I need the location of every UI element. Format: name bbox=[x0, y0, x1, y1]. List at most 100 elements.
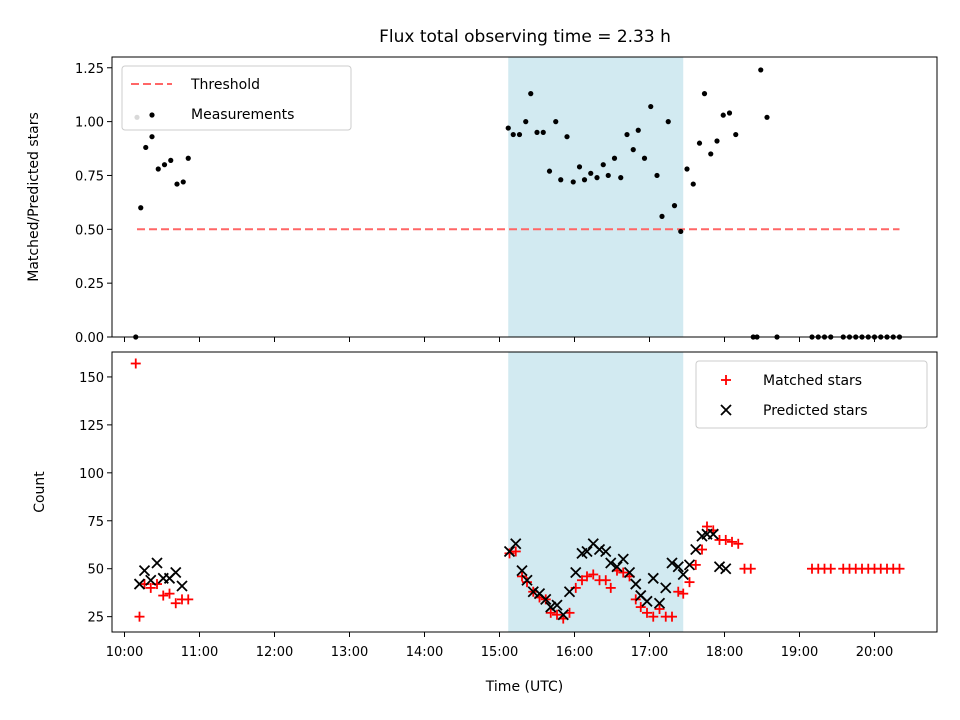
bottom-xtick-label: 11:00 bbox=[181, 645, 218, 660]
measurement-point bbox=[180, 179, 186, 185]
predicted-star-point bbox=[660, 582, 672, 594]
measurement-point bbox=[558, 177, 564, 183]
matched-star-point bbox=[678, 588, 689, 599]
top-legend: Threshold Measurements bbox=[121, 65, 352, 131]
bottom-xtick-label: 15:00 bbox=[481, 645, 518, 660]
matched-star-point bbox=[684, 577, 695, 588]
cross-b bbox=[683, 559, 696, 571]
cross-b bbox=[551, 599, 563, 611]
measurement-point bbox=[690, 181, 696, 187]
predicted-star-point bbox=[527, 586, 539, 598]
cross-b bbox=[623, 566, 636, 579]
matched-star-point bbox=[552, 609, 562, 620]
measurement-point bbox=[505, 125, 511, 131]
matched-star-point bbox=[134, 611, 145, 622]
cross-b bbox=[720, 404, 732, 416]
predicted-star-point bbox=[570, 566, 582, 579]
measurement-point bbox=[605, 172, 611, 179]
predicted-star-point bbox=[720, 563, 732, 575]
measurement-point bbox=[138, 205, 144, 211]
measurement-point bbox=[546, 168, 553, 174]
matched-star-point bbox=[690, 559, 701, 570]
measurement-point bbox=[185, 155, 191, 161]
legend-threshold-label: Threshold bbox=[190, 77, 260, 93]
matched-star-point bbox=[727, 536, 737, 547]
matched-star-point bbox=[702, 521, 712, 532]
matched-star-point bbox=[504, 548, 515, 559]
predicted-star-point bbox=[641, 595, 653, 607]
measurement-point bbox=[594, 175, 600, 181]
measurement-point bbox=[671, 203, 678, 209]
cross-b bbox=[587, 538, 599, 550]
predicted-star-point bbox=[510, 538, 522, 550]
predicted-star-point bbox=[176, 580, 188, 592]
measurement-point bbox=[701, 91, 708, 97]
matched-star-point bbox=[588, 569, 599, 580]
cross-b bbox=[516, 564, 528, 577]
bottom-xtick-label: 20:00 bbox=[856, 645, 893, 660]
measurement-point bbox=[624, 131, 630, 138]
measurement-point bbox=[665, 119, 671, 125]
measurement-point bbox=[155, 166, 161, 172]
predicted-star-point bbox=[551, 599, 563, 611]
cross-b bbox=[540, 593, 552, 606]
legend-measurement-label: Measurements bbox=[191, 107, 294, 123]
cross-b bbox=[617, 553, 629, 565]
observing-window-bottom bbox=[508, 352, 684, 632]
bottom-ytick-label: 75 bbox=[87, 515, 104, 530]
measurement-point bbox=[570, 179, 576, 185]
top-y-axis-label: Matched/Predicted stars bbox=[26, 112, 42, 282]
predicted-star-point bbox=[133, 578, 146, 590]
bottom-legend: Matched stars Predicted stars bbox=[695, 360, 928, 429]
cross-b bbox=[503, 545, 516, 558]
cross-b bbox=[151, 557, 163, 569]
predicted-star-point bbox=[600, 545, 612, 558]
measurement-point bbox=[528, 91, 534, 97]
matched-star-point bbox=[145, 582, 156, 593]
matched-star-point bbox=[673, 586, 684, 597]
bottom-xtick-label: 12:00 bbox=[256, 645, 293, 660]
predicted-star-point bbox=[647, 572, 659, 584]
measurement-point bbox=[708, 151, 714, 157]
cross-b bbox=[545, 601, 557, 613]
top-legend-box bbox=[121, 65, 352, 131]
measurement-point bbox=[764, 114, 770, 120]
legend-measurement-swatch bbox=[149, 112, 155, 118]
x-axis-label: Time (UTC) bbox=[485, 679, 563, 695]
predicted-star-point bbox=[138, 564, 151, 577]
bottom-ytick-label: 25 bbox=[87, 611, 104, 626]
measurement-point bbox=[540, 129, 546, 135]
cross-b bbox=[635, 589, 647, 602]
cross-b bbox=[713, 561, 726, 573]
chart-title: Flux total observing time = 2.33 h bbox=[379, 27, 671, 47]
cross-b bbox=[605, 557, 617, 569]
predicted-star-point bbox=[581, 545, 593, 558]
bottom-xtick-label: 17:00 bbox=[631, 645, 668, 660]
predicted-star-point bbox=[563, 586, 576, 598]
measurement-point bbox=[641, 155, 648, 161]
bottom-xtick-label: 18:00 bbox=[706, 645, 743, 660]
measurement-point bbox=[564, 134, 570, 140]
cross-b bbox=[677, 568, 689, 581]
measurement-point bbox=[630, 147, 636, 153]
measurement-point bbox=[510, 131, 516, 138]
measurement-point bbox=[635, 127, 641, 133]
matched-star-point bbox=[642, 607, 652, 618]
predicted-star-point bbox=[605, 557, 617, 569]
cross-b bbox=[593, 543, 606, 556]
cross-b bbox=[666, 557, 678, 569]
predicted-star-point bbox=[690, 543, 702, 556]
matched-star-point bbox=[600, 575, 611, 586]
matched-star-point bbox=[183, 594, 194, 605]
top-panel: 0.00 0.25 0.50 0.75 1.00 1.25 Matched/Predict… bbox=[26, 56, 938, 346]
matched-star-point bbox=[618, 567, 629, 578]
predicted-star-point bbox=[623, 566, 636, 579]
matched-star-point bbox=[667, 611, 677, 622]
cross-b bbox=[660, 582, 672, 594]
matched-star-point bbox=[745, 563, 756, 574]
matched-star-point bbox=[130, 358, 141, 369]
measurement-point bbox=[576, 164, 583, 170]
matched-star-point bbox=[605, 582, 616, 593]
predicted-star-point bbox=[170, 566, 182, 579]
